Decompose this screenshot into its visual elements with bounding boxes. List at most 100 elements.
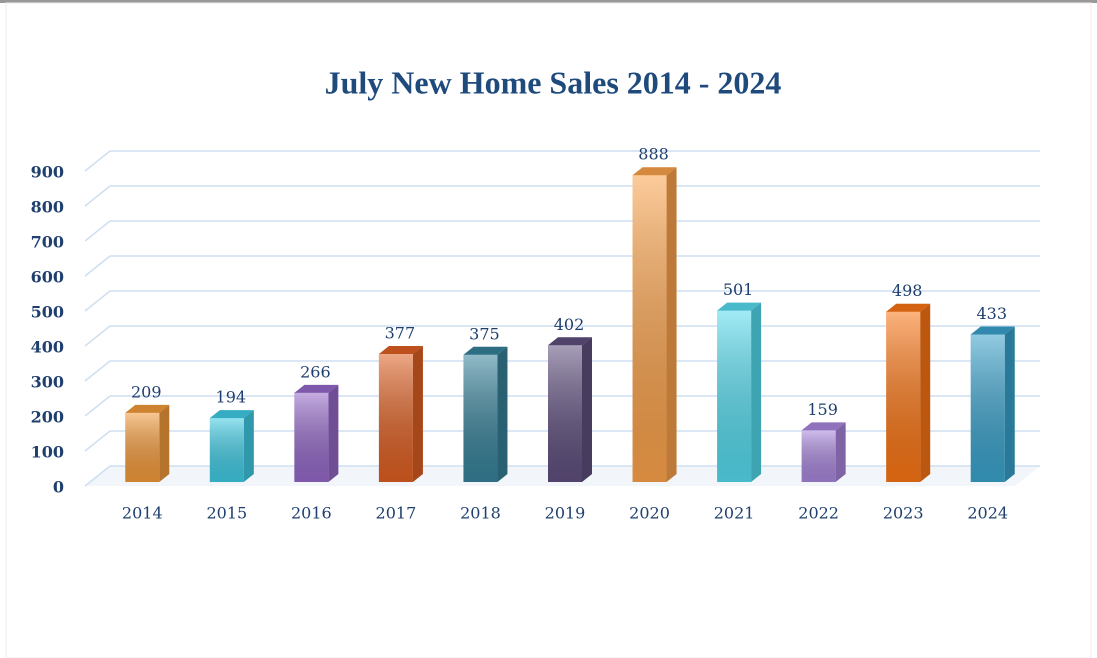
bar-top-shade [294,384,339,393]
y-tick-label: 300 [31,373,64,392]
bar-front-shade [125,412,160,482]
bar [294,384,339,482]
y-tick-label: 800 [31,198,64,217]
bar-top [970,326,1015,335]
y-tick-label: 700 [31,233,64,252]
bar-top [125,404,170,413]
y-tick-label: 900 [31,163,64,182]
bar-side-shade [1004,326,1015,482]
bar-front-shade [970,334,1005,482]
bar [378,346,423,482]
top-border [0,0,1097,3]
x-tick-label: 2019 [545,504,586,523]
bar-front-shade [801,430,836,482]
x-tick-label: 2018 [460,504,501,523]
value-label: 498 [892,281,923,300]
bar-side-shade [751,302,762,482]
bar-side [835,422,846,482]
y-tick-label: 500 [31,303,64,322]
bar-top [717,302,762,311]
y-tick-label: 0 [53,478,64,497]
bar [801,422,846,482]
grid-line-side [84,325,111,347]
bar-top-shade [717,302,762,311]
bar-side-shade [159,404,170,482]
grid-line-side [84,150,111,172]
bar-side-shade [666,167,677,482]
bar-top [294,384,339,393]
value-label: 433 [976,304,1007,323]
bar-side [582,337,592,482]
y-tick-label: 400 [31,338,64,357]
grid-line-side [84,465,111,487]
bar-top [801,422,846,431]
x-tick-label: 2022 [798,504,839,523]
value-label: 501 [723,280,754,299]
value-label: 377 [385,324,416,343]
bar-top [632,167,677,176]
bar-front-shade [378,354,413,482]
bar-top [209,410,254,419]
grid-line-side [84,255,111,277]
bar-side [751,302,762,482]
y-tick-label: 600 [31,268,64,287]
value-label: 266 [300,362,331,381]
bar-front-shade [632,175,667,482]
bar-side-shade [835,422,846,482]
bar-side-shade [582,337,592,482]
x-tick-label: 2023 [883,504,924,523]
bar-front-shade [294,392,329,482]
x-tick-label: 2014 [122,504,163,523]
bar-top-shade [970,326,1015,335]
bar-front-shade [717,310,752,482]
value-label: 888 [638,145,669,164]
bar-side [159,404,170,482]
grid-line-side [84,290,111,312]
bar [886,303,931,482]
bar-side [328,384,339,482]
bar-top-shade [463,346,508,355]
bar-side [666,167,677,482]
grid-line-side [84,185,111,207]
bar-front-shade [209,418,244,482]
bar-top [378,346,423,355]
bar-side [497,346,508,482]
y-tick-label: 200 [31,408,64,427]
bar-side-shade [920,303,931,482]
x-tick-label: 2020 [629,504,670,523]
x-tick-label: 2015 [206,504,247,523]
bar-top-shade [209,410,254,419]
x-tick-label: 2021 [714,504,755,523]
bar-side-shade [243,410,254,482]
value-label: 159 [807,400,838,419]
bar-side [920,303,931,482]
bar-front-shade [463,354,498,482]
bar-front-shade [886,311,921,482]
x-tick-label: 2016 [291,504,332,523]
x-tick-label: 2024 [967,504,1008,523]
frame [5,2,1092,658]
value-label: 194 [216,388,247,407]
bar-side [1004,326,1015,482]
bar-top [463,346,508,355]
bar [548,337,592,482]
grid-line-side [84,430,111,452]
bar-top-shade [632,167,677,176]
bar [970,326,1015,482]
bar [209,410,254,482]
bar-top-shade [801,422,846,431]
bar-side-shade [497,346,508,482]
x-tick-label: 2017 [376,504,417,523]
bar-side-shade [412,346,423,482]
grid-line-side [84,220,111,242]
bar-top [886,303,931,312]
bar-side [243,410,254,482]
bar-front-shade [548,345,582,482]
bar-side-shade [328,384,339,482]
value-label: 209 [131,382,162,401]
grid-line-side [84,395,111,417]
bar [632,167,677,482]
chart-title: July New Home Sales 2014 - 2024 [325,64,782,100]
bar-top-shade [886,303,931,312]
